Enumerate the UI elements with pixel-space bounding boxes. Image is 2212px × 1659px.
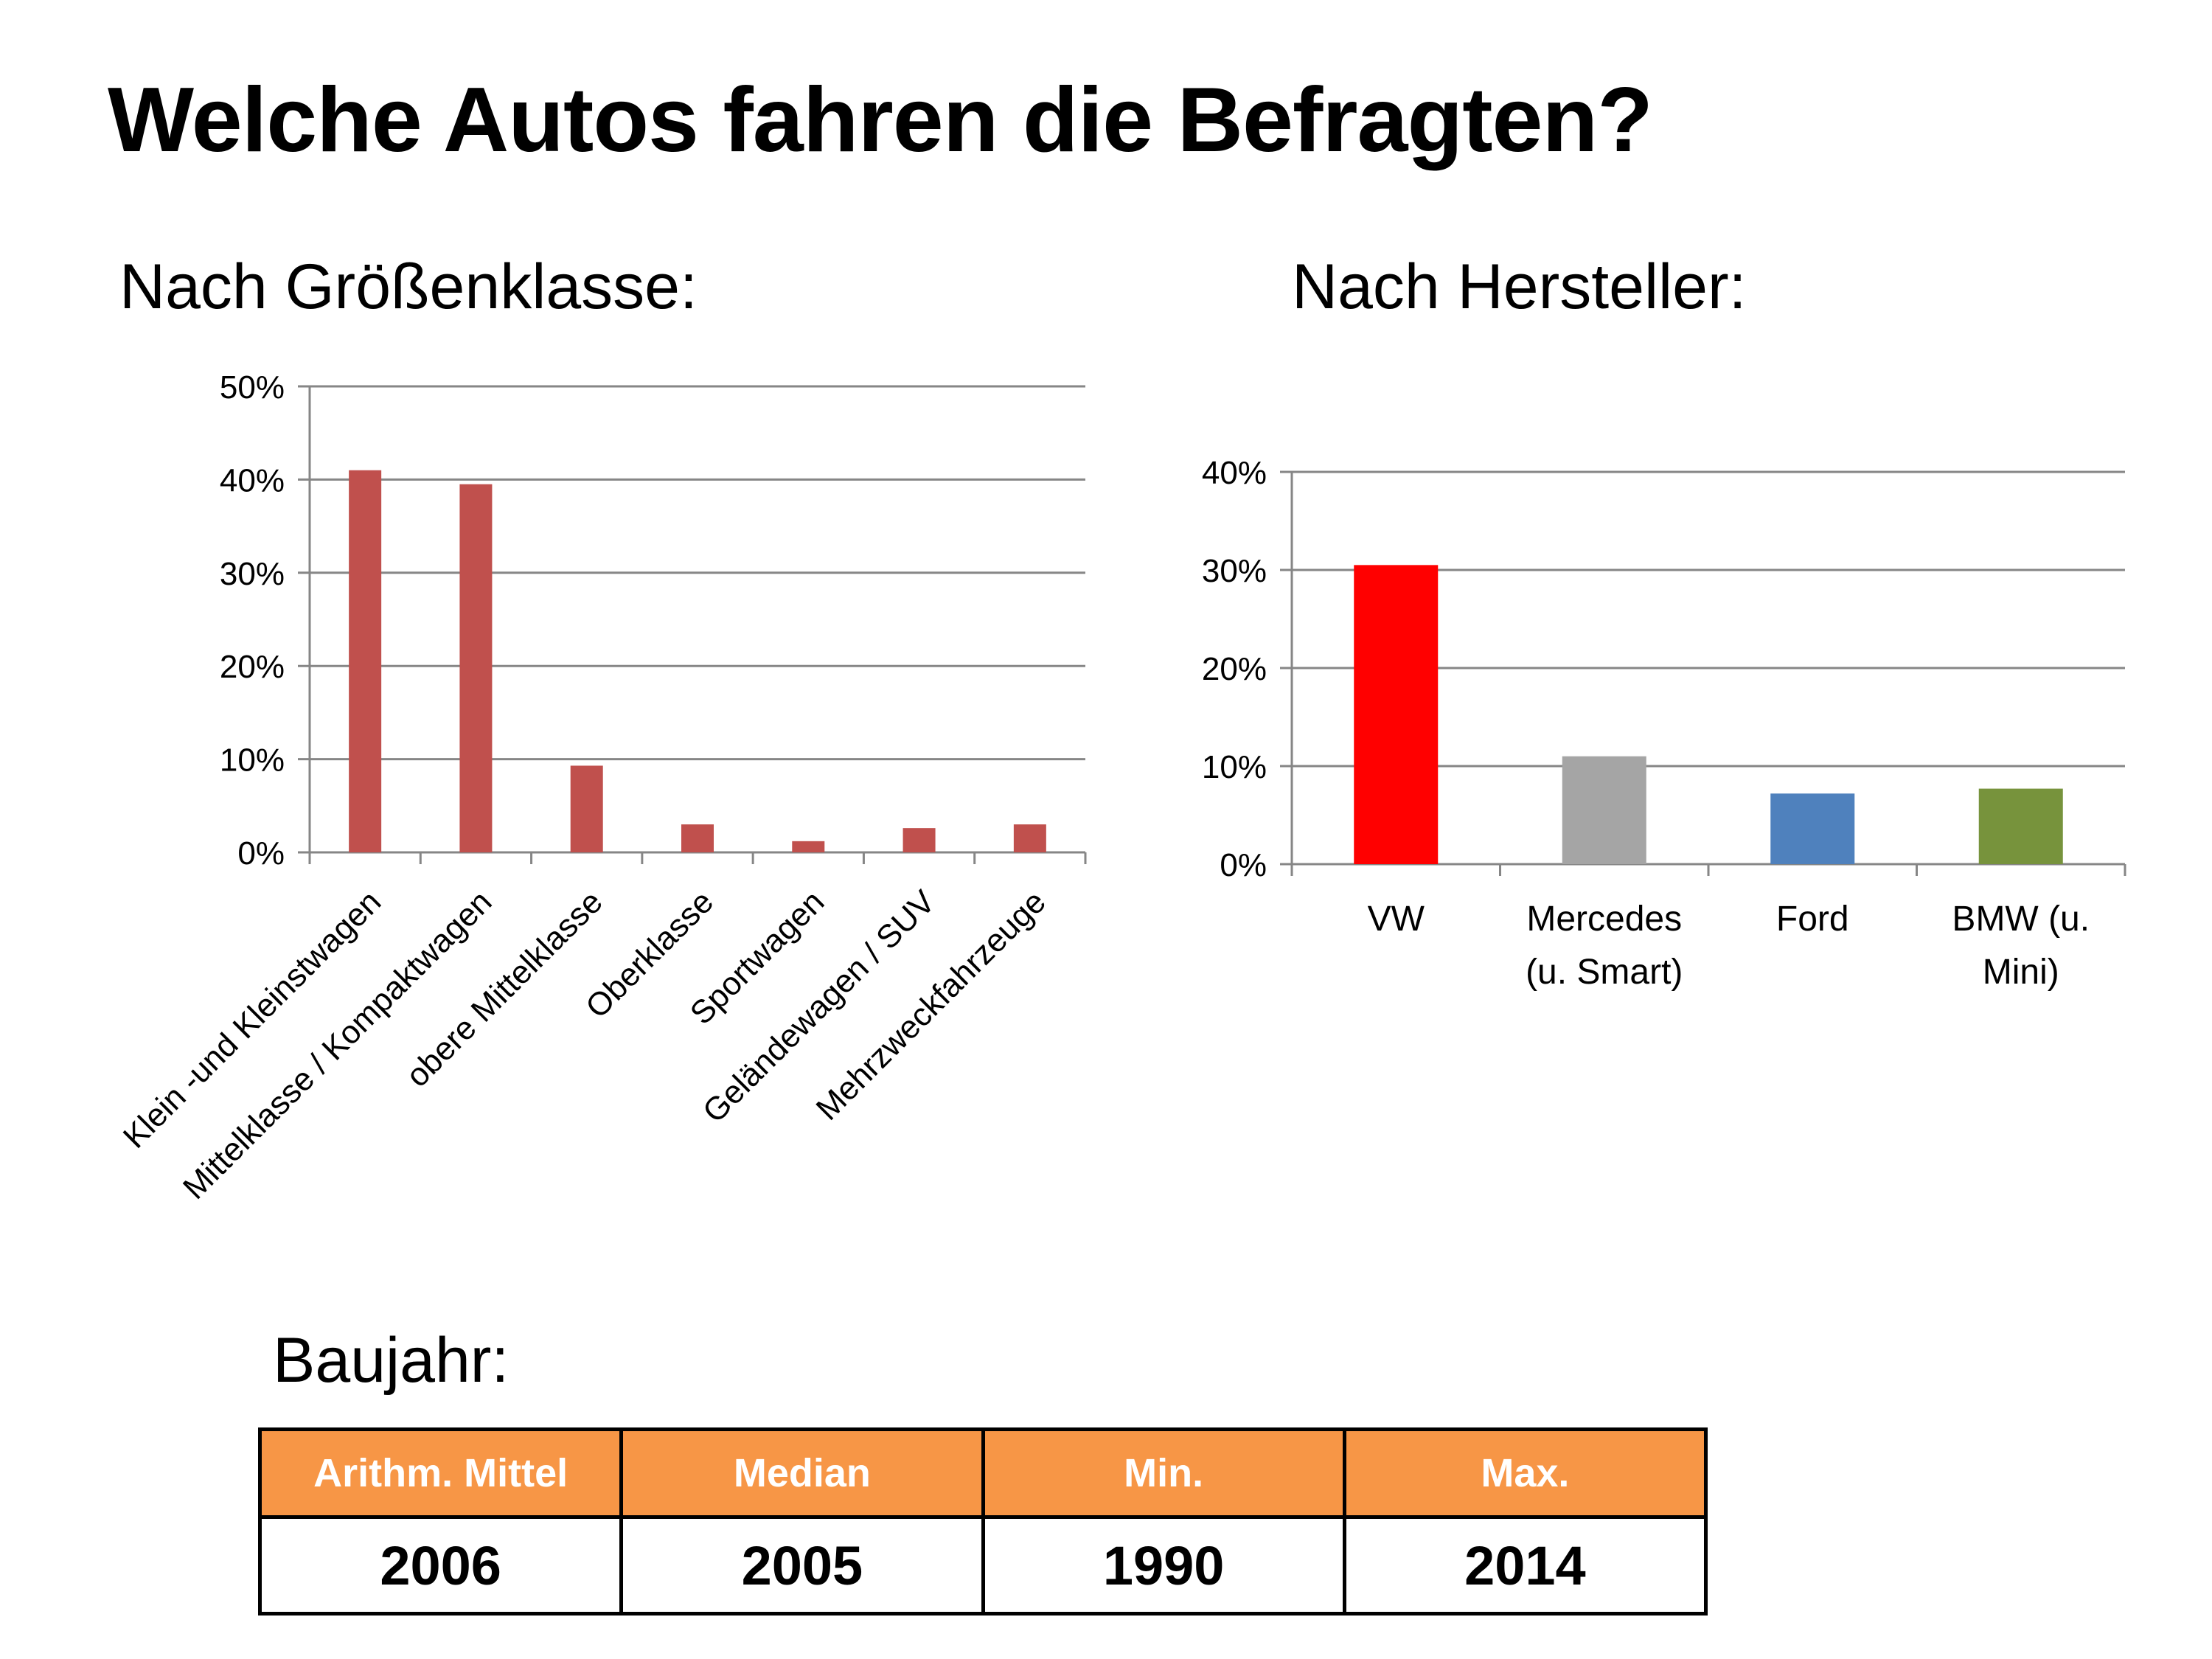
build-year-table: Arithm. Mittel Median Min. Max. 2006 200…	[257, 1427, 1708, 1615]
value-max: 2014	[1342, 1515, 1708, 1615]
header-min: Min.	[981, 1427, 1346, 1519]
value-median: 2005	[619, 1515, 985, 1615]
manufacturer-heading: Nach Hersteller:	[1292, 251, 1747, 322]
header-max: Max.	[1342, 1427, 1708, 1519]
table-header-row: Arithm. Mittel Median Min. Max.	[257, 1427, 1708, 1519]
size-class-heading: Nach Größenklasse:	[119, 251, 698, 322]
x-tick-label: VW	[1368, 900, 1425, 939]
bar	[1770, 793, 1855, 864]
table-row: 2006 2005 1990 2014	[257, 1515, 1708, 1615]
value-min: 1990	[981, 1515, 1346, 1615]
y-tick-label: 50%	[220, 369, 285, 406]
header-mean: Arithm. Mittel	[257, 1427, 624, 1519]
y-tick-label: 30%	[1202, 553, 1267, 589]
bar	[1013, 824, 1046, 852]
bar	[570, 765, 603, 852]
y-tick-label: 20%	[220, 649, 285, 685]
y-tick-label: 40%	[220, 462, 285, 498]
header-median: Median	[619, 1427, 985, 1519]
y-tick-label: 10%	[220, 742, 285, 779]
bar	[459, 484, 493, 852]
y-tick-label: 0%	[1220, 847, 1267, 883]
y-tick-label: 0%	[237, 835, 285, 872]
y-tick-label: 30%	[220, 556, 285, 592]
y-tick-label: 40%	[1202, 455, 1267, 491]
bar	[1978, 788, 2063, 864]
x-tick-label: BMW (u.	[1952, 900, 2090, 939]
x-tick-label: Mercedes	[1526, 900, 1682, 939]
bar	[792, 841, 825, 852]
bar	[1354, 565, 1439, 864]
x-tick-label: (u. Smart)	[1526, 953, 1683, 992]
y-tick-label: 10%	[1202, 749, 1267, 785]
page-title: Welche Autos fahren die Befragten?	[108, 69, 1653, 171]
bar	[681, 824, 714, 852]
value-mean: 2006	[257, 1515, 624, 1615]
bar	[902, 828, 936, 852]
bar	[349, 470, 382, 852]
build-year-heading: Baujahr:	[273, 1325, 509, 1396]
x-tick-label: Ford	[1776, 900, 1849, 939]
x-tick-label: Mini)	[1983, 953, 2059, 992]
y-tick-label: 20%	[1202, 651, 1267, 687]
bar	[1562, 756, 1646, 864]
